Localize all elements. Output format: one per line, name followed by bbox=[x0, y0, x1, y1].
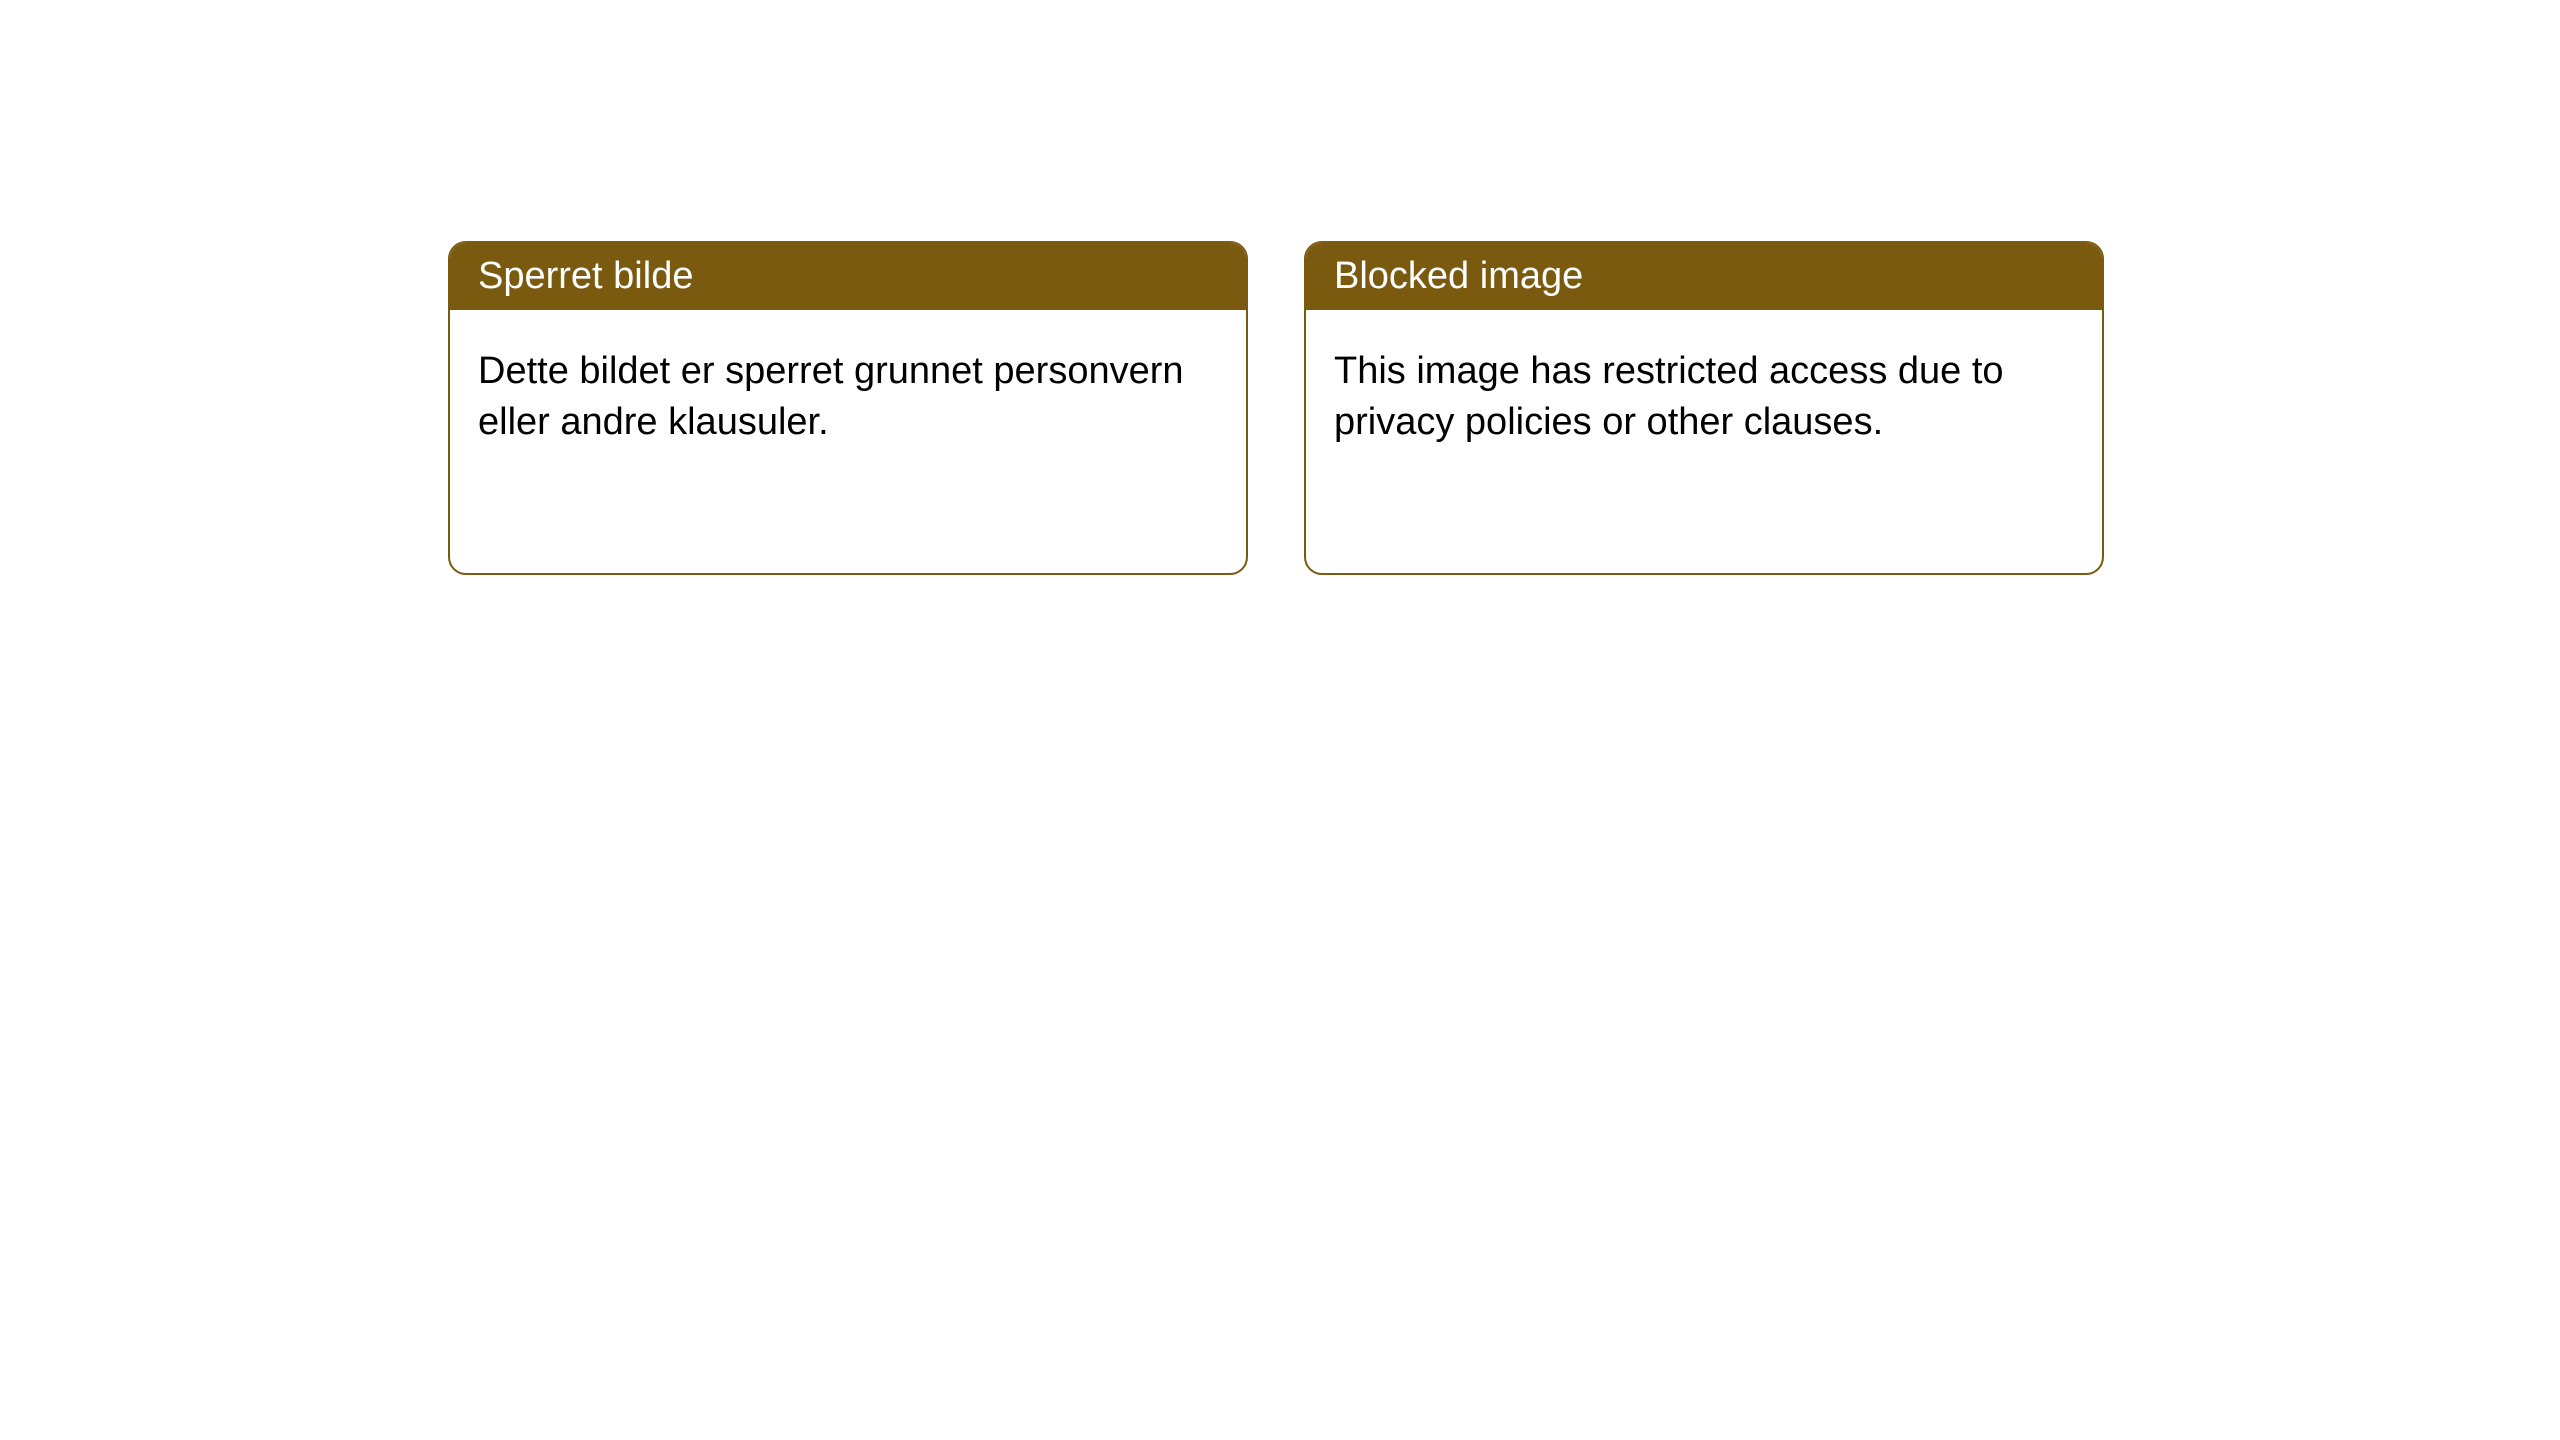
card-header: Sperret bilde bbox=[450, 243, 1246, 310]
card-body: This image has restricted access due to … bbox=[1306, 310, 2102, 485]
card-body-text: This image has restricted access due to … bbox=[1334, 350, 2004, 443]
notice-container: Sperret bilde Dette bildet er sperret gr… bbox=[0, 0, 2560, 575]
blocked-image-card-english: Blocked image This image has restricted … bbox=[1304, 241, 2104, 575]
card-body: Dette bildet er sperret grunnet personve… bbox=[450, 310, 1246, 485]
card-body-text: Dette bildet er sperret grunnet personve… bbox=[478, 350, 1184, 443]
blocked-image-card-norwegian: Sperret bilde Dette bildet er sperret gr… bbox=[448, 241, 1248, 575]
card-header: Blocked image bbox=[1306, 243, 2102, 310]
card-title: Blocked image bbox=[1334, 255, 1583, 297]
card-title: Sperret bilde bbox=[478, 255, 693, 297]
